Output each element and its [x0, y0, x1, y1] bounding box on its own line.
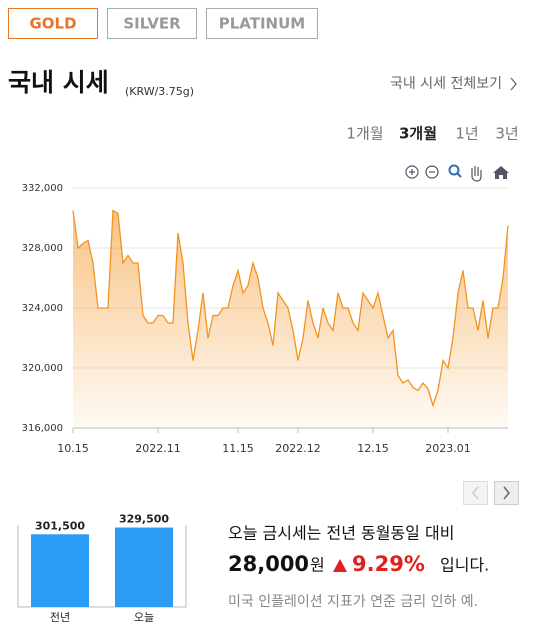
area-chart: 316,000 320,000 324,000 328,000 332,000 10.15… [22, 183, 509, 455]
x-tick-label: 2022.11 [135, 442, 181, 455]
tab-gold[interactable] [8, 8, 98, 39]
tab-label[interactable]: PLATINUM [219, 15, 305, 33]
x-tick-label: 12.15 [357, 442, 389, 455]
y-tick-label: 328,000 [22, 243, 63, 254]
bar [31, 534, 89, 607]
y-tick-label: 316,000 [22, 423, 63, 434]
tab-silver[interactable] [107, 8, 197, 39]
pan-icon[interactable] [471, 166, 482, 182]
y-tick-label: 320,000 [22, 363, 63, 374]
chevron-icon[interactable] [510, 77, 517, 91]
more-link[interactable]: 국내 시세 전체보기 [390, 76, 502, 92]
currency: 원 [310, 556, 325, 575]
zoom-in-icon[interactable] [405, 165, 419, 179]
prev-icon[interactable] [472, 486, 479, 500]
next-button[interactable] [494, 481, 519, 505]
period[interactable]: 1개월 [346, 125, 383, 143]
ending: 입니다. [440, 556, 489, 575]
unit: (KRW/3.75g) [125, 85, 194, 98]
line [72, 209, 509, 408]
magnifier-icon[interactable] [448, 164, 462, 178]
tab-platinum[interactable] [206, 8, 318, 39]
tab-label[interactable]: GOLD [29, 15, 76, 33]
y-tick-label: 324,000 [22, 303, 63, 314]
bar [115, 527, 173, 607]
x-tick-label: 전년 [50, 611, 70, 624]
value-label: 301,500 [35, 519, 85, 532]
amount: 28,000 [228, 552, 309, 576]
x-tick-label: 10.15 [57, 442, 89, 455]
prev-button[interactable] [463, 481, 488, 505]
summary-line: 오늘 금시세는 전년 동월동일 대비 [228, 524, 454, 543]
home-icon[interactable] [493, 166, 509, 179]
note: 미국 인플레이션 지표가 연준 금리 인하 예. [228, 594, 478, 610]
toolbar [405, 164, 509, 182]
period[interactable]: 1년 [455, 125, 478, 143]
period[interactable]: 3년 [495, 125, 518, 143]
y-tick-label: 332,000 [22, 183, 63, 194]
x-tick-label: 오늘 [134, 611, 154, 624]
next-icon[interactable] [503, 486, 510, 500]
percent: 9.29% [352, 552, 425, 576]
value-label: 329,500 [119, 513, 169, 526]
x-tick-label: 11.15 [222, 442, 254, 455]
bar-chart: 301,500 전년 329,500 오늘 [17, 513, 187, 624]
heading: 국내 시세 [8, 68, 109, 97]
up-icon [333, 559, 347, 572]
zoom-out-icon[interactable] [425, 165, 439, 179]
x-tick-label: 2023.01 [425, 442, 471, 455]
x-tick-label: 2022.12 [275, 442, 321, 455]
tab-label[interactable]: SILVER [123, 15, 181, 33]
period-active[interactable]: 3개월 [399, 125, 437, 143]
frame [17, 525, 187, 608]
